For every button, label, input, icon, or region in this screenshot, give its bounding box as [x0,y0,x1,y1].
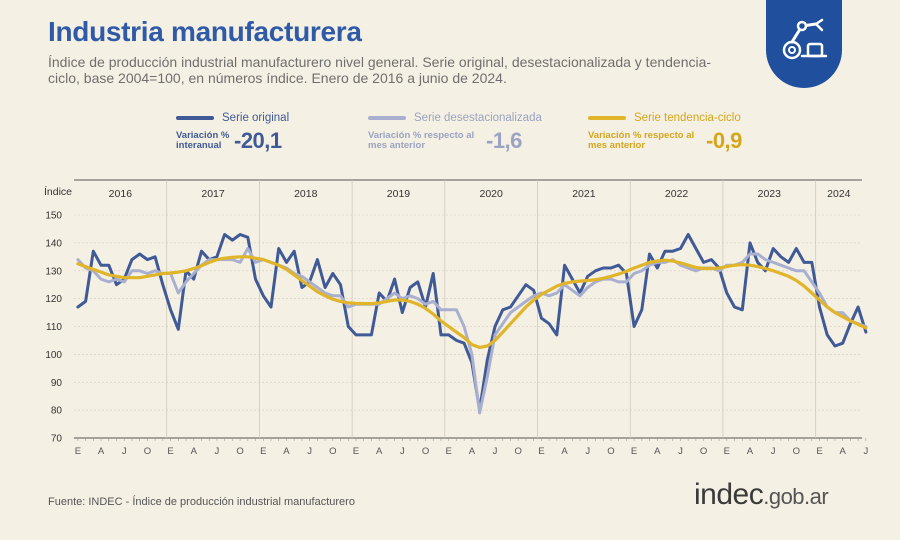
y-tick-label: 80 [51,406,63,417]
legend-desest: Serie desestacionalizada Variación % res… [368,112,542,154]
month-tick-label: O [515,446,522,457]
legend-desc-desest: Variación % respecto al mes anterior [368,130,475,151]
month-tick-label: A [98,446,105,457]
page-title: Industria manufacturera [48,16,362,47]
month-tick-label: E [167,446,173,457]
legend-value-original: -20,1 [234,128,282,153]
source-note: Fuente: INDEC - Índice de producción ind… [48,496,355,508]
year-label: 2017 [201,188,225,200]
month-tick-label: O [793,446,800,457]
brand-domain: .gob.ar [763,484,829,509]
month-tick-label: O [144,446,151,457]
month-tick-label: J [493,446,498,457]
series-line-tend [76,255,868,349]
month-tick-label: A [191,446,198,457]
legend-label-tend: Serie tendencia-ciclo [634,112,741,124]
brand-logo: indec.gob.ar [694,478,829,512]
month-tick-label: A [283,446,290,457]
legend-tend: Serie tendencia-ciclo Variación % respec… [588,112,742,154]
month-tick-label: E [538,446,544,457]
legend-original: Serie original Variación % interanual -2… [176,112,289,154]
month-tick-label: J [585,446,590,457]
month-tick-label: J [863,446,868,457]
year-label: 2019 [387,188,411,200]
legend-label-desest: Serie desestacionalizada [414,112,542,124]
y-tick-label: 70 [51,434,63,445]
month-tick-label: J [400,446,405,457]
legend-swatch-desest [368,116,406,120]
month-tick-label: E [724,446,730,457]
legend-value-tend: -0,9 [706,128,742,153]
month-tick-label: J [122,446,127,457]
month-tick-label: A [654,446,661,457]
year-label: 2016 [109,188,133,200]
year-label: 2020 [479,188,503,200]
y-axis: 70 80 90 100 110 120 130 140 150 [45,211,62,445]
year-label: 2023 [758,188,782,200]
legend-label-original: Serie original [222,112,290,124]
y-tick-label: 140 [45,238,62,249]
y-tick-label: 90 [51,378,63,389]
year-label: 2024 [827,188,851,200]
legend-value-desest: -1,6 [486,128,522,153]
month-tick-label: O [700,446,707,457]
month-tick-label: A [376,446,383,457]
legend-desc-tend: Variación % respecto al mes anterior [588,130,695,151]
brand-name: indec [694,478,764,511]
y-axis-label: Índice [44,185,72,198]
y-tick-label: 150 [45,211,62,222]
y-tick-label: 120 [45,294,62,305]
month-tick-label: O [607,446,614,457]
month-tick-label: A [561,446,568,457]
month-tick-label: O [236,446,243,457]
month-tick-label: A [747,446,754,457]
series-line-original [76,233,868,412]
year-label: 2022 [665,188,689,200]
month-tick-label: A [840,446,847,457]
series-lines [76,233,868,415]
chart-grid [74,214,862,439]
year-label: 2021 [572,188,596,200]
y-tick-label: 110 [46,322,62,333]
legend-swatch-tend [588,116,626,120]
month-tick-label: E [816,446,822,457]
month-tick-label: E [260,446,266,457]
robot-arm-icon [782,18,828,60]
month-tick-label: J [215,446,220,457]
month-tick-label: J [307,446,312,457]
month-tick-label: E [353,446,359,457]
year-label: 2018 [294,188,318,200]
month-tick-label: O [329,446,336,457]
y-tick-label: 130 [45,266,62,277]
month-tick-label: J [771,446,776,457]
page-subtitle: Índice de producción industrial manufact… [48,54,712,86]
y-tick-label: 100 [45,350,62,361]
legend-desc-original: Variación % interanual [176,130,230,151]
month-tick-label: A [469,446,476,457]
legend-swatch-original [176,116,214,120]
month-tick-label: E [446,446,452,457]
brand-badge [766,0,842,88]
month-tick-label: E [631,446,637,457]
month-tick-label: O [422,446,429,457]
month-tick-label: J [678,446,683,457]
month-tick-label: E [75,446,81,457]
